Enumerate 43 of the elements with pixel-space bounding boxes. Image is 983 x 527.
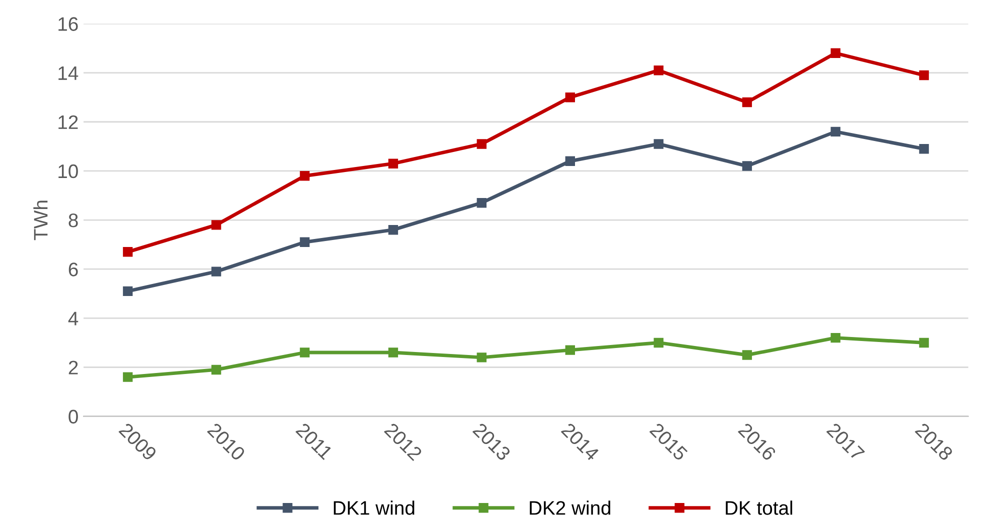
y-tick-label: 16 bbox=[58, 17, 78, 31]
point bbox=[654, 139, 664, 149]
point bbox=[122, 372, 133, 382]
y-tick-label: 2 bbox=[68, 360, 78, 374]
legend-label: DK total bbox=[726, 500, 792, 515]
point bbox=[565, 92, 575, 102]
point bbox=[388, 348, 398, 358]
point bbox=[300, 237, 310, 247]
point bbox=[742, 350, 752, 360]
point bbox=[211, 220, 222, 230]
legend-label: DK1 wind bbox=[334, 500, 414, 515]
point bbox=[122, 247, 133, 257]
point bbox=[476, 198, 487, 208]
point bbox=[742, 97, 752, 108]
point bbox=[388, 224, 398, 235]
point bbox=[211, 266, 222, 276]
point bbox=[742, 161, 752, 171]
point bbox=[476, 352, 487, 362]
y-tick-label: 14 bbox=[58, 66, 78, 80]
point bbox=[654, 65, 664, 76]
point bbox=[830, 126, 840, 137]
point bbox=[300, 170, 310, 181]
point bbox=[122, 286, 133, 296]
y-tick-label: 8 bbox=[68, 213, 78, 228]
y-axis-title: TWh bbox=[33, 200, 48, 240]
point bbox=[830, 332, 840, 343]
point bbox=[211, 364, 222, 375]
point bbox=[565, 156, 575, 166]
point bbox=[388, 158, 398, 168]
y-tick-label: 6 bbox=[68, 262, 78, 276]
point bbox=[654, 338, 664, 348]
y-tick-label: 12 bbox=[58, 115, 78, 129]
point bbox=[565, 345, 575, 355]
y-tick-label: 10 bbox=[58, 164, 78, 178]
point bbox=[300, 348, 310, 358]
point bbox=[830, 48, 840, 58]
legend-label: DK2 wind bbox=[530, 500, 610, 515]
point bbox=[919, 144, 929, 154]
point bbox=[919, 70, 929, 80]
point bbox=[919, 338, 929, 348]
y-tick-label: 4 bbox=[68, 312, 78, 326]
y-tick-label: 0 bbox=[68, 410, 78, 424]
point bbox=[476, 139, 487, 149]
